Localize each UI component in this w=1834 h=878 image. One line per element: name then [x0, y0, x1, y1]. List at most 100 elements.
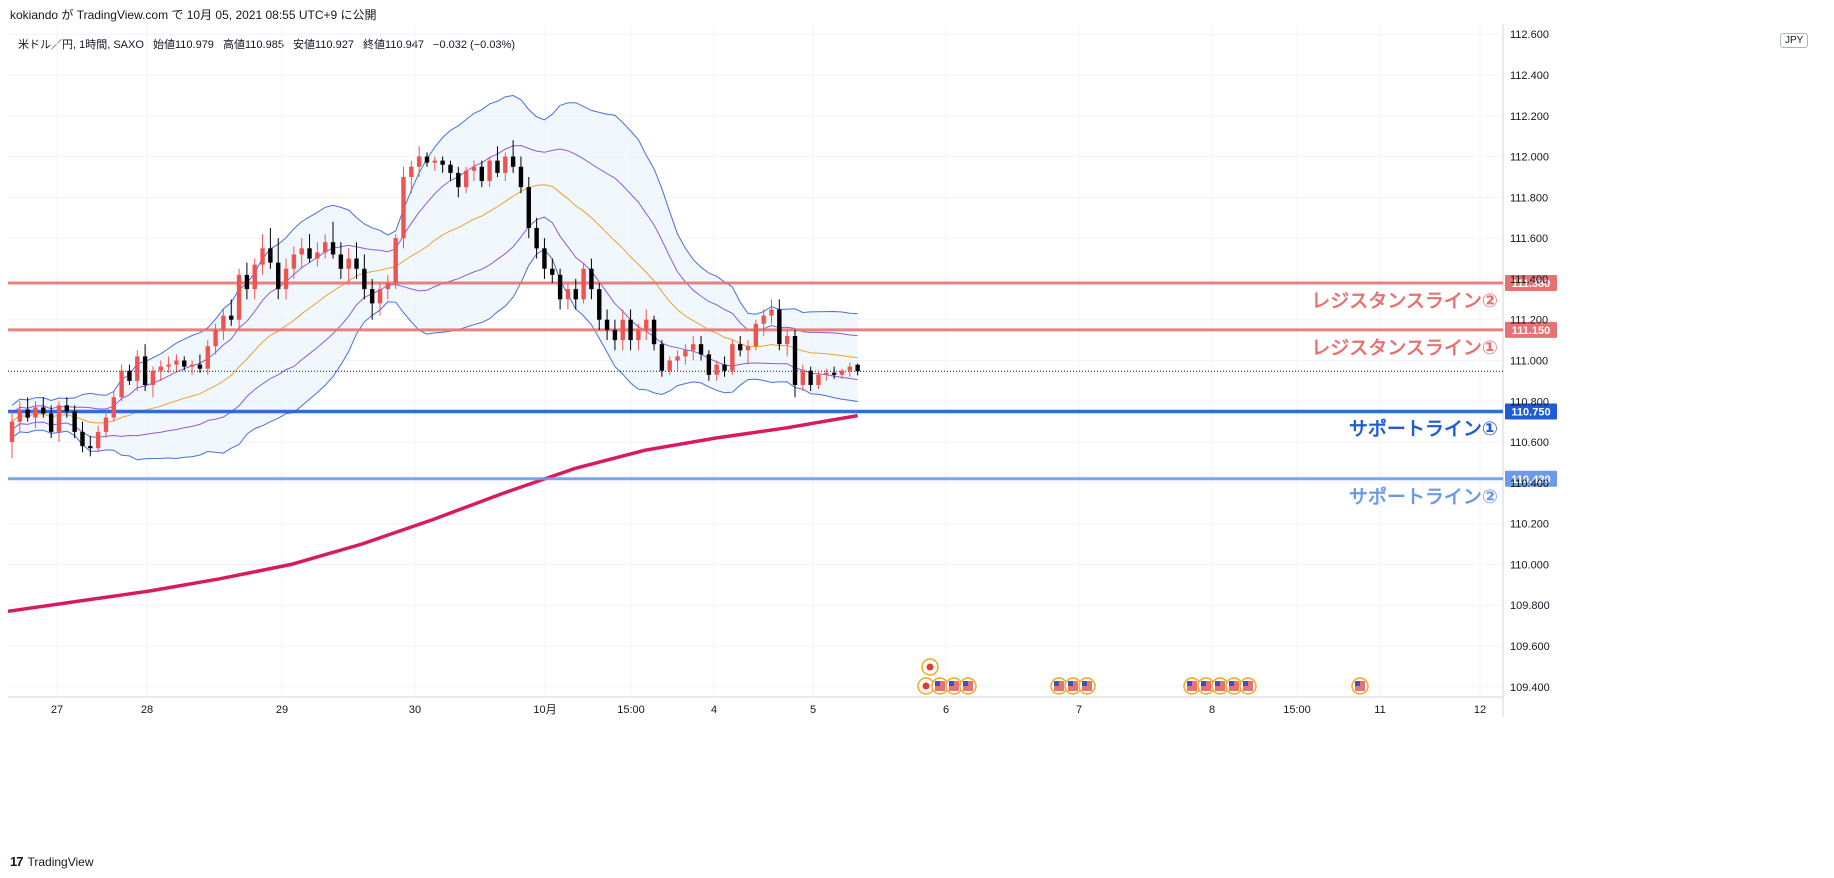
candle-body [730, 344, 735, 371]
candle [534, 217, 539, 259]
candle-body [620, 319, 625, 341]
line-label: レジスタンスライン② [1311, 291, 1498, 312]
candle-body [283, 268, 289, 290]
brand-name[interactable]: TradingView [27, 854, 94, 869]
candle [550, 258, 555, 284]
candle [675, 350, 680, 371]
candle-body [542, 248, 547, 269]
candle [706, 350, 712, 381]
candle-body [338, 254, 344, 269]
candle [487, 156, 492, 188]
candle [385, 274, 391, 300]
bollinger-bands [11, 94, 858, 461]
candle-body [589, 268, 594, 290]
candle-body [550, 268, 555, 275]
candle-body [471, 166, 477, 171]
candle [229, 299, 234, 326]
candle-body [401, 176, 406, 239]
candle [730, 340, 735, 375]
candle [691, 336, 696, 361]
candle [260, 234, 265, 275]
candle [369, 278, 375, 320]
candle [127, 364, 132, 385]
candle [589, 258, 594, 300]
candle-body [385, 283, 391, 290]
candle-body [659, 344, 665, 371]
price-tag-label: 110.750 [1511, 406, 1550, 418]
y-tick-label: 112.000 [1510, 152, 1549, 164]
candle-body [299, 248, 304, 255]
line-label: サポートライン① [1348, 419, 1498, 441]
tradingview-logo[interactable]: 17 [10, 854, 24, 869]
candle [792, 329, 798, 398]
candle [291, 246, 297, 279]
candle-body [667, 360, 672, 371]
candle [542, 238, 547, 279]
candle-body [9, 421, 15, 443]
candle-body [252, 264, 257, 290]
candle-body [651, 319, 657, 345]
candle-body [307, 248, 312, 259]
candle [737, 336, 743, 357]
candle [557, 268, 563, 310]
candle-body [698, 344, 704, 355]
candle-body [612, 329, 618, 341]
candle [338, 242, 344, 279]
upper-band-line [11, 94, 858, 406]
symbol-name[interactable]: 米ドル／円, 1時間, SAXO [18, 39, 144, 51]
x-tick-label: 15:00 [1283, 704, 1311, 716]
currency-badge[interactable]: JPY [1780, 33, 1809, 48]
candle [48, 405, 54, 438]
candle [111, 391, 116, 422]
candle-body [409, 166, 414, 177]
candle-body [244, 274, 250, 290]
candle-body [816, 374, 821, 385]
candle [377, 283, 383, 316]
x-tick-label: 11 [1374, 704, 1385, 716]
y-tick-label: 109.400 [1510, 682, 1550, 694]
candle [315, 242, 320, 267]
candle [95, 425, 101, 453]
price-tag-label: 111.150 [1512, 325, 1551, 337]
candle-body [362, 268, 367, 290]
price-tag [1505, 403, 1557, 420]
us-flag-canton [1187, 681, 1192, 686]
candle [636, 323, 641, 351]
candle-body [597, 289, 602, 320]
candle-body [456, 172, 461, 188]
price-tag [1505, 321, 1557, 338]
us-flag-icon [1183, 677, 1201, 695]
candle-body [737, 344, 743, 351]
candle [761, 309, 766, 337]
y-tick-label: 110.000 [1510, 559, 1549, 571]
candle [323, 234, 328, 259]
candle-body [205, 346, 210, 369]
x-tick-label: 5 [810, 704, 816, 716]
y-tick-label: 110.200 [1510, 519, 1549, 531]
candle-body [691, 344, 696, 351]
candle-body [745, 346, 751, 351]
footer: 17 TradingView [10, 854, 94, 869]
y-tick-label: 112.200 [1510, 111, 1549, 123]
candle [620, 309, 625, 351]
y-tick-label: 109.800 [1510, 600, 1550, 612]
candle [41, 397, 46, 418]
candle-body [377, 289, 383, 304]
candle-body [276, 262, 281, 290]
x-tick-label: 29 [276, 704, 288, 716]
candle-body [675, 356, 680, 361]
x-tick-label: 6 [943, 704, 949, 716]
y-tick-label: 110.400 [1510, 478, 1549, 490]
candle-body [628, 319, 633, 341]
candle [166, 356, 171, 373]
candle-body [291, 254, 297, 269]
candle-body [236, 274, 242, 320]
price-axis: 112.600 112.400 112.200 112.000 111.800 111.6… [1510, 29, 1550, 694]
candle [135, 350, 140, 392]
long-moving-average [7, 413, 858, 614]
candle [597, 283, 602, 330]
candle-body [17, 409, 23, 422]
candle-body [847, 366, 853, 371]
candle [847, 362, 853, 377]
